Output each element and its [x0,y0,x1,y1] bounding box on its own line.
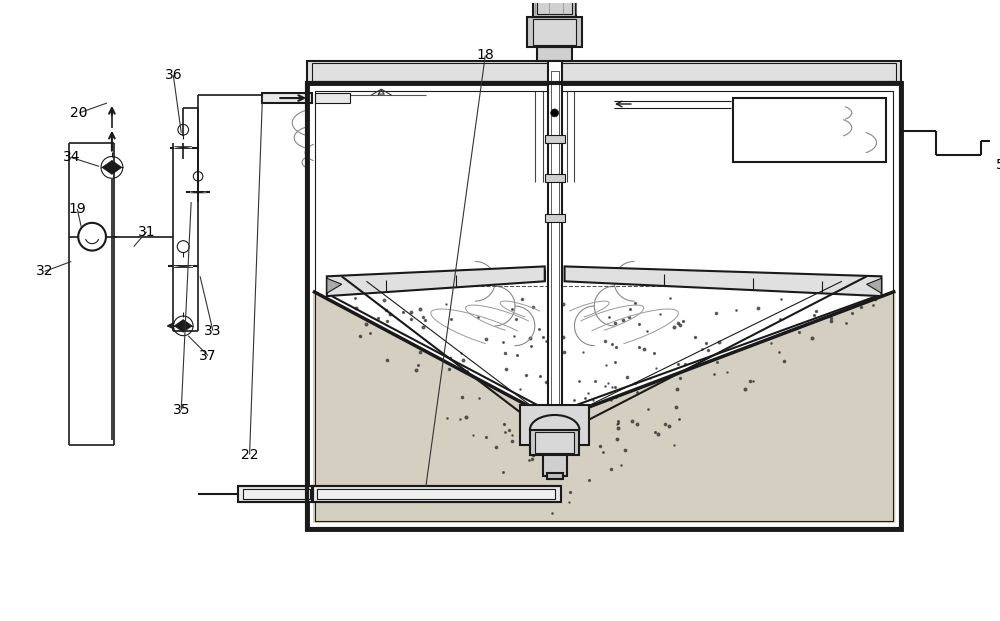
Polygon shape [174,147,192,148]
Polygon shape [327,266,545,296]
Polygon shape [565,266,881,296]
Bar [243,489,310,499]
Bar [312,63,896,81]
Bar [317,489,555,499]
Text: 31: 31 [138,225,155,238]
Bar [520,405,589,445]
Circle shape [551,109,559,117]
Bar [533,0,576,17]
Circle shape [193,171,203,181]
Text: 22: 22 [241,448,258,461]
Bar [548,61,562,479]
Bar [547,473,563,479]
Text: 34: 34 [63,150,80,165]
Bar [315,91,893,521]
Bar [307,83,901,529]
Circle shape [78,223,106,251]
Polygon shape [867,278,881,293]
Text: 33: 33 [204,324,222,338]
Bar [535,432,574,453]
Polygon shape [102,160,112,175]
Bar [313,486,561,502]
Bar [545,214,565,222]
Bar [733,98,886,163]
Polygon shape [190,191,206,192]
Polygon shape [327,278,342,293]
Bar [530,430,579,455]
Bar [238,486,312,502]
Bar [551,71,559,479]
Text: 20: 20 [70,106,88,120]
Bar [545,175,565,182]
Polygon shape [173,266,193,268]
Bar [315,93,350,103]
Text: 35: 35 [172,403,190,417]
Circle shape [178,124,189,135]
Text: 36: 36 [165,68,182,82]
Bar [537,47,572,61]
Polygon shape [174,320,183,332]
Bar [307,83,901,529]
Bar [533,19,576,45]
Bar [543,455,567,476]
Text: 19: 19 [68,202,86,216]
Text: 18: 18 [476,48,494,63]
Polygon shape [183,320,192,332]
Polygon shape [190,192,206,193]
Text: 37: 37 [199,348,217,363]
Bar [527,17,582,47]
Bar [537,0,572,14]
Bar [545,135,565,143]
Bar [307,61,901,83]
Bar [262,93,312,103]
Circle shape [177,241,189,253]
Text: 5: 5 [996,158,1000,173]
Polygon shape [112,160,122,175]
Text: 32: 32 [36,265,53,278]
Polygon shape [173,265,193,266]
Polygon shape [313,291,895,523]
